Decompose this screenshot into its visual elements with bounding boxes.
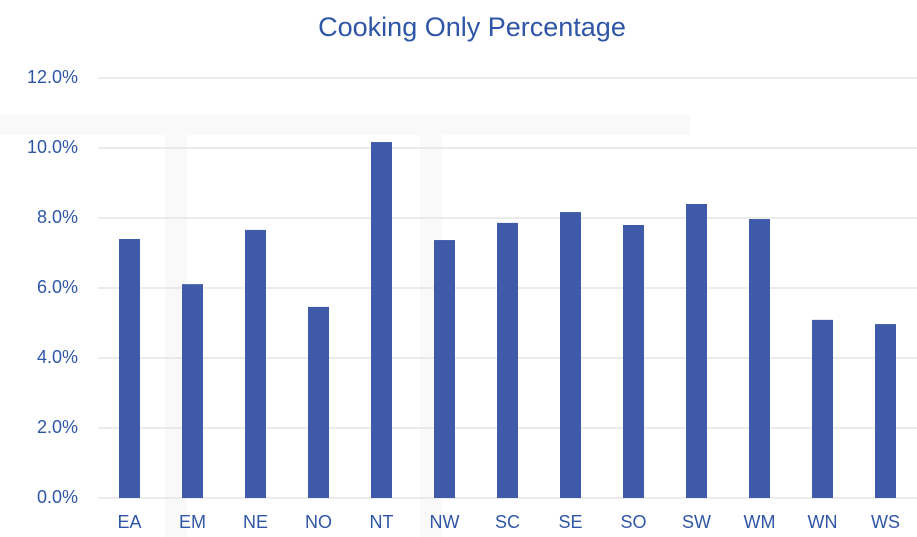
bar: [560, 212, 581, 499]
x-tick-label: SW: [682, 512, 711, 532]
bar: [686, 204, 707, 498]
bar: [119, 239, 140, 498]
y-tick-label: 2.0%: [37, 417, 78, 437]
x-tick-label: NW: [430, 512, 460, 532]
bar: [434, 240, 455, 499]
y-tick-label: 8.0%: [37, 207, 78, 227]
y-tick-label: 12.0%: [27, 67, 78, 87]
x-tick-label: SE: [558, 512, 582, 532]
chart-title: Cooking Only Percentage: [318, 12, 626, 42]
bar: [497, 222, 518, 498]
x-tick-label: NO: [305, 512, 332, 532]
watermark: [0, 115, 690, 537]
x-tick-label: EA: [117, 512, 141, 532]
x-tick-label: SO: [620, 512, 646, 532]
x-tick-label: WM: [744, 512, 776, 532]
y-tick-label: 6.0%: [37, 277, 78, 297]
y-tick-label: 4.0%: [37, 347, 78, 367]
y-tick-label: 10.0%: [27, 137, 78, 157]
y-tick-label: 0.0%: [37, 487, 78, 507]
bar: [623, 225, 644, 498]
x-tick-label: SC: [495, 512, 520, 532]
bar: [812, 319, 833, 498]
x-tick-label: NT: [370, 512, 394, 532]
bar: [749, 219, 770, 499]
bar: [308, 306, 329, 498]
x-tick-label: WN: [808, 512, 838, 532]
bar: [182, 284, 203, 498]
bar: [875, 324, 896, 498]
watermark-band: [0, 115, 690, 135]
x-tick-label: WS: [871, 512, 900, 532]
x-tick-label: EM: [179, 512, 206, 532]
bar: [371, 142, 392, 499]
watermark-pillar: [165, 135, 187, 537]
bar: [245, 229, 266, 498]
x-tick-label: NE: [243, 512, 268, 532]
